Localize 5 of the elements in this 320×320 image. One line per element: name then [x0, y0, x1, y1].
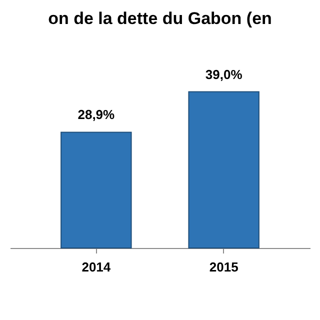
x-tick-label: 2014	[82, 260, 112, 274]
x-tick-label: 2015	[209, 260, 238, 274]
chart-title: on de la dette du Gabon (en	[48, 9, 272, 28]
data-label: 28,9%	[78, 107, 116, 122]
data-label: 39,0%	[205, 66, 243, 82]
